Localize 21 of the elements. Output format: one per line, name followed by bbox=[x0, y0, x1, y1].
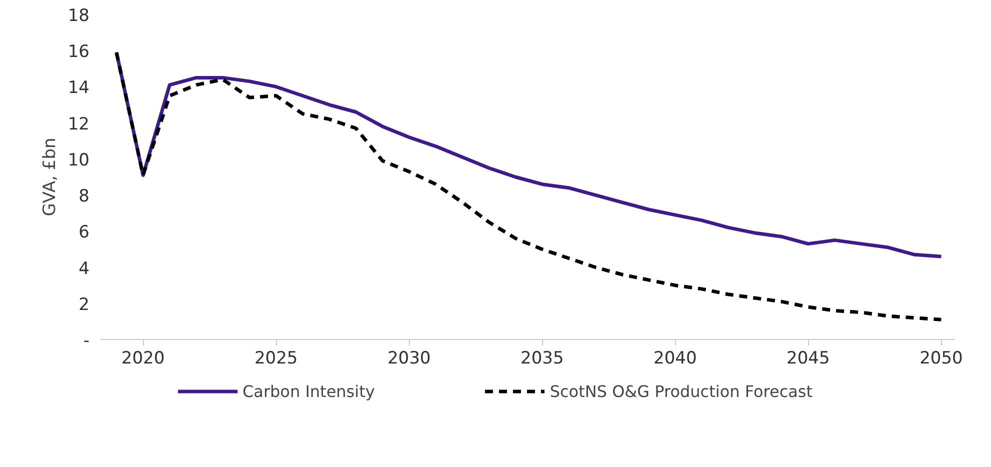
x-tick-label: 2025 bbox=[254, 348, 298, 368]
y-tick-label: 4 bbox=[78, 258, 90, 279]
y-tick-label: - bbox=[83, 331, 90, 351]
legend-label: ScotNS O&G Production Forecast bbox=[550, 382, 813, 400]
legend-label: Carbon Intensity bbox=[242, 382, 375, 400]
y-tick-label: 14 bbox=[68, 78, 90, 98]
y-tick-label: 6 bbox=[78, 222, 90, 243]
y-tick-label: 16 bbox=[68, 42, 90, 62]
y-tick-label: 8 bbox=[78, 186, 90, 207]
x-tick-label: 2050 bbox=[920, 348, 963, 368]
y-axis-title: GVA, £bn bbox=[40, 138, 60, 216]
x-tick-label: 2040 bbox=[654, 348, 697, 368]
y-tick-label: 2 bbox=[78, 294, 90, 315]
x-tick-label: 2020 bbox=[121, 348, 165, 368]
x-tick-label: 2030 bbox=[387, 348, 431, 368]
x-tick-label: 2045 bbox=[786, 348, 830, 368]
y-tick-label: 12 bbox=[68, 114, 90, 134]
y-tick-label: 10 bbox=[68, 150, 90, 170]
y-tick-label: 18 bbox=[68, 6, 90, 26]
line-series bbox=[114, 50, 943, 322]
x-tick-label: 2035 bbox=[520, 348, 564, 368]
